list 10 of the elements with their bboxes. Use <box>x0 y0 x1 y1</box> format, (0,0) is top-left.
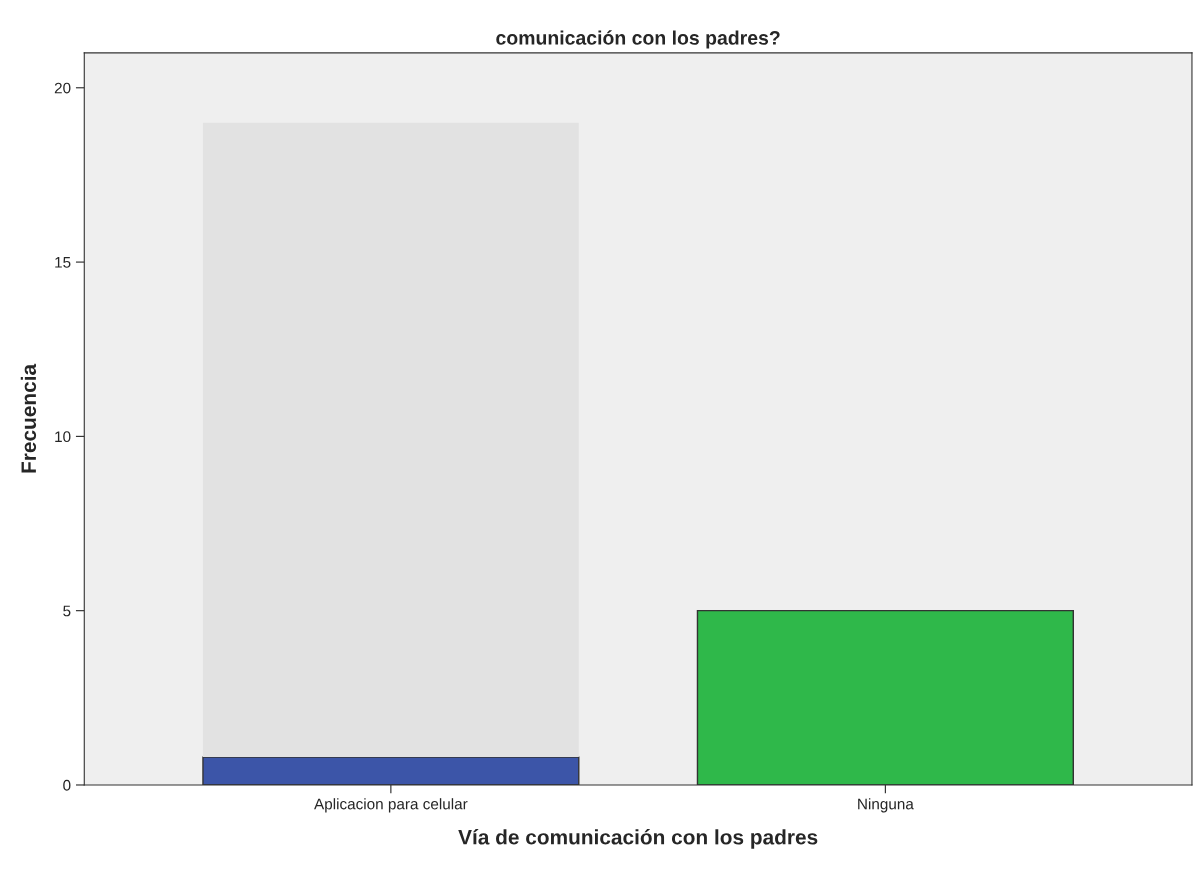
y-tick-label: 0 <box>63 779 71 791</box>
x-axis-title: Vía de comunicación con los padres <box>458 829 818 849</box>
y-tick-label: 5 <box>63 605 71 617</box>
y-tick-label: 15 <box>55 257 71 268</box>
x-tick-label: Aplicacion para celular <box>314 798 468 813</box>
x-tick-label: Ninguna <box>858 798 914 813</box>
chart-title: comunicación con los padres? <box>496 30 780 49</box>
y-tick-label: 10 <box>55 431 71 443</box>
y-tick-label: 20 <box>54 82 71 94</box>
y-axis-title: Frecuencia <box>20 363 37 473</box>
